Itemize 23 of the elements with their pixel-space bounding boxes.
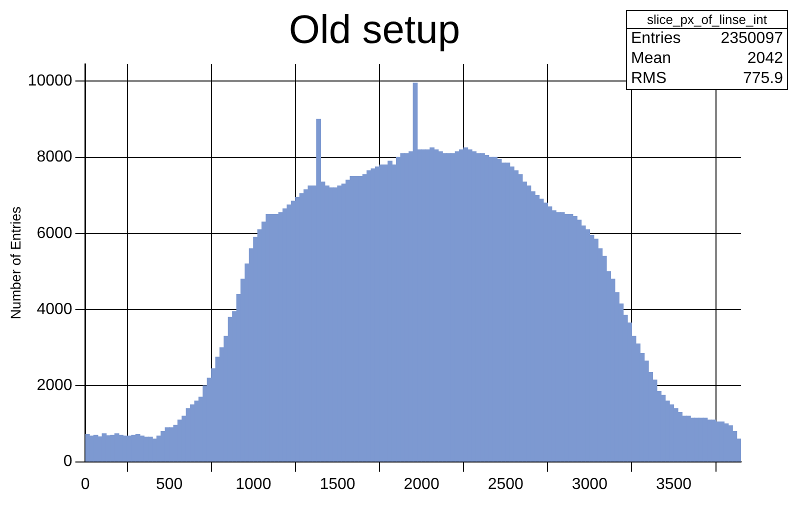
y-axis-title: Number of Entries (7, 206, 24, 320)
x-tick-label: 2000 (404, 476, 440, 493)
x-tick-label: 500 (156, 476, 183, 493)
y-tick-label: 2000 (36, 377, 72, 394)
y-tick-label: 6000 (36, 224, 72, 242)
y-tick-label: 0 (63, 453, 72, 470)
text: 2042 (747, 49, 783, 69)
chart-title: Old setup (288, 8, 460, 52)
text: 2350097 (720, 29, 783, 49)
annotation: Mean (631, 49, 672, 69)
x-tick-label: 2500 (488, 476, 524, 493)
text: 775.9 (742, 69, 783, 89)
text: slice_px_of_linse_int (627, 11, 787, 29)
x-tick-label: 3000 (572, 476, 608, 493)
text: Entries (631, 29, 681, 49)
y-tick-label: 4000 (36, 300, 72, 318)
x-tick-label: 1500 (320, 476, 356, 493)
y-tick-label: 8000 (36, 148, 72, 166)
x-tick-label: 0 (80, 476, 90, 493)
x-tick-label: 1000 (236, 476, 272, 493)
x-tick-label: 3500 (656, 476, 692, 493)
y-tick-label: 10000 (28, 72, 72, 90)
annotation: RMS (631, 69, 667, 89)
